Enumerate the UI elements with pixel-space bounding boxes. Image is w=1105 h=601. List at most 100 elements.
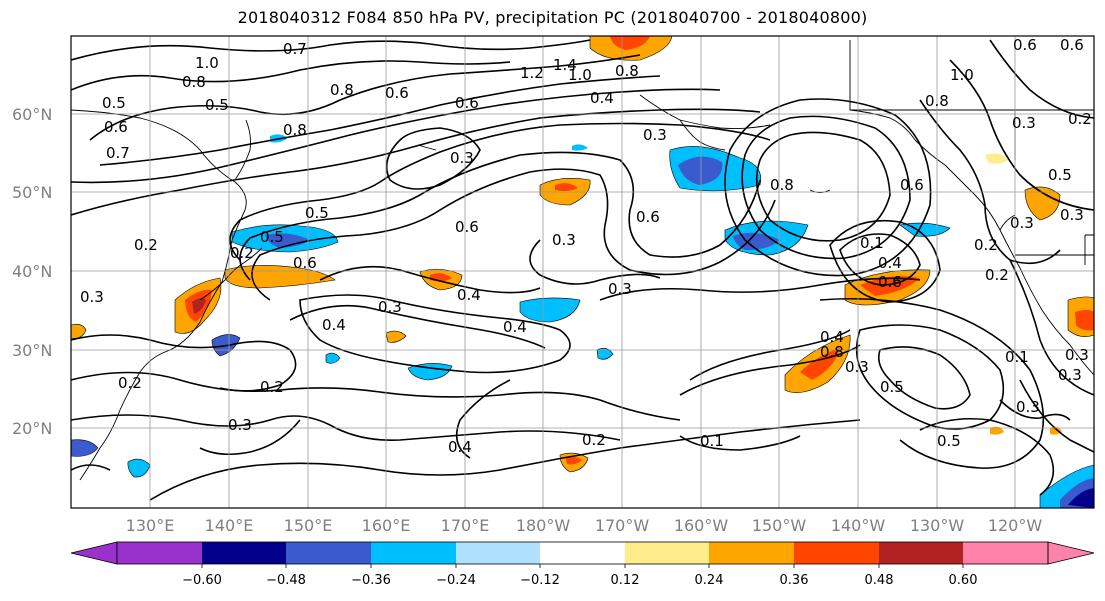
contour-label: 0.3 <box>228 416 252 434</box>
contour-label: 0.1 <box>1005 348 1029 366</box>
contour-label: 0.3 <box>450 149 474 167</box>
colorbar-segment <box>625 542 709 564</box>
contour-label: 1.0 <box>950 66 974 84</box>
colorbar: −0.60 −0.48 −0.36 −0.24 −0.12 0.12 0.24 … <box>70 541 1095 588</box>
contour-label: 0.4 <box>820 328 844 346</box>
contour-label: 0.6 <box>1013 36 1037 54</box>
colorbar-segment <box>456 542 540 564</box>
contour-label: 0.3 <box>1012 114 1036 132</box>
contour-label: 0.5 <box>305 204 329 222</box>
lon-label-130w: 130°W <box>910 516 965 535</box>
contour-label: 0.8 <box>820 343 844 361</box>
lon-label-170w: 170°W <box>595 516 650 535</box>
contour-label: 0.8 <box>283 121 307 139</box>
lat-label-30n: 30°N <box>12 341 52 360</box>
contour-label: 0.3 <box>1016 398 1040 416</box>
contour-label: 0.3 <box>552 231 576 249</box>
lat-label-20n: 20°N <box>12 419 52 438</box>
colorbar-tick-label: 0.48 <box>865 573 894 588</box>
contour-label: 0.4 <box>448 438 472 456</box>
contour-label: 0.2 <box>985 266 1009 284</box>
contour-label: 0.7 <box>283 40 307 58</box>
contour-label: 0.8 <box>925 92 949 110</box>
contour-label: 0.4 <box>322 316 346 334</box>
contour-label: 0.3 <box>1060 206 1084 224</box>
contour-label: 0.3 <box>1065 346 1089 364</box>
colorbar-tick-label: −0.12 <box>520 573 560 588</box>
contour-labels: 0.7 1.0 0.8 0.5 0.6 0.7 1.4 1.2 1.0 0.8 … <box>80 36 1092 456</box>
colorbar-extend-high <box>1047 541 1095 565</box>
lon-label-150e: 150°E <box>284 516 333 535</box>
latitude-labels: 60°N 50°N 40°N 30°N 20°N <box>12 105 52 438</box>
contour-label: 1.4 <box>553 56 577 74</box>
contour-label: 0.4 <box>457 286 481 304</box>
colorbar-tick-label: 0.36 <box>780 573 809 588</box>
lon-label-120w: 120°W <box>988 516 1043 535</box>
contour-label: 0.4 <box>503 318 527 336</box>
contour-label: 0.2 <box>260 378 284 396</box>
contour-label: 0.6 <box>455 94 479 112</box>
contour-label: 0.8 <box>615 62 639 80</box>
contour-label: 0.3 <box>845 358 869 376</box>
contour-label: 0.2 <box>118 374 142 392</box>
colorbar-segment <box>540 542 625 564</box>
lon-label-140w: 140°W <box>831 516 886 535</box>
coastlines <box>71 40 1094 481</box>
contour-label: 0.8 <box>182 73 206 91</box>
contour-label: 0.5 <box>102 94 126 112</box>
contour-label: 0.1 <box>860 234 884 252</box>
contour-label: 0.3 <box>378 298 402 316</box>
map-border <box>70 35 1095 509</box>
contour-label: 0.6 <box>636 208 660 226</box>
contour-label: 0.4 <box>590 89 614 107</box>
lat-label-40n: 40°N <box>12 262 52 281</box>
colorbar-tick-label: 0.24 <box>695 573 724 588</box>
contour-label: 0.5 <box>880 378 904 396</box>
contour-label: 0.2 <box>230 244 254 262</box>
contour-label: 0.2 <box>1068 110 1092 128</box>
contour-label: 0.8 <box>770 176 794 194</box>
lon-label-170e: 170°E <box>441 516 490 535</box>
contour-label: 0.6 <box>455 218 479 236</box>
lon-label-140e: 140°E <box>205 516 254 535</box>
contour-label: 0.2 <box>974 236 998 254</box>
colorbar-segment <box>202 542 286 564</box>
map-gridlines <box>71 36 1094 508</box>
contour-label: 0.3 <box>80 288 104 306</box>
colorbar-segment <box>879 542 963 564</box>
contour-label: 0.5 <box>205 96 229 114</box>
colorbar-segment <box>286 542 371 564</box>
contour-label: 0.1 <box>700 432 724 450</box>
lon-label-160w: 160°W <box>674 516 729 535</box>
colorbar-tick-label: 0.12 <box>611 573 640 588</box>
lat-label-60n: 60°N <box>12 105 52 124</box>
lon-label-130e: 130°E <box>126 516 175 535</box>
contour-label: 0.6 <box>385 84 409 102</box>
colorbar-tick-label: −0.36 <box>351 573 391 588</box>
lat-label-50n: 50°N <box>12 183 52 202</box>
colorbar-segment <box>963 542 1048 564</box>
pv-contours <box>71 39 1094 501</box>
longitude-labels: 130°E 140°E 150°E 160°E 170°E 180°W 170°… <box>126 516 1043 535</box>
contour-label: 0.2 <box>134 236 158 254</box>
contour-label: 0.6 <box>1060 36 1084 54</box>
colorbar-segment <box>371 542 456 564</box>
contour-label: 0.6 <box>293 254 317 272</box>
colorbar-tick-label: 0.60 <box>949 573 978 588</box>
contour-label: 0.6 <box>104 118 128 136</box>
contour-label: 1.0 <box>568 66 592 84</box>
colorbar-tick-label: −0.48 <box>266 573 306 588</box>
colorbar-segment <box>709 542 794 564</box>
contour-label: 0.8 <box>330 81 354 99</box>
plot-title: 2018040312 F084 850 hPa PV, precipitatio… <box>237 8 868 27</box>
contour-label: 0.2 <box>582 431 606 449</box>
contour-label: 0.5 <box>937 432 961 450</box>
colorbar-tick-label: −0.60 <box>182 573 222 588</box>
contour-label: 0.6 <box>900 176 924 194</box>
contour-label: 0.3 <box>1010 214 1034 232</box>
colorbar-segment <box>794 542 879 564</box>
contour-label: 0.3 <box>643 126 667 144</box>
lon-label-150w: 150°W <box>752 516 807 535</box>
contour-label: 0.3 <box>1058 366 1082 384</box>
colorbar-segment <box>117 542 202 564</box>
